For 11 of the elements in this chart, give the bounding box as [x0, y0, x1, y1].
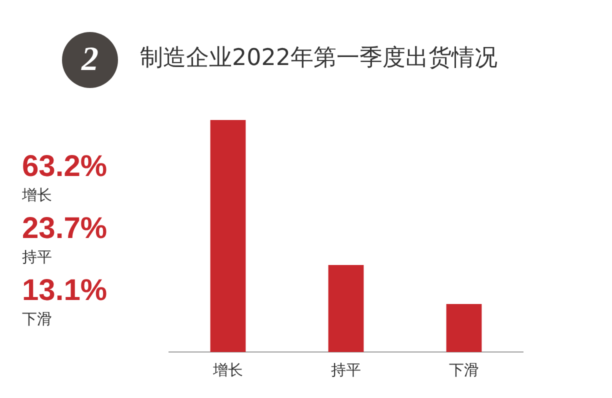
x-tick-label: 增长 — [212, 360, 243, 379]
text: 下滑 — [22, 309, 53, 330]
chart-title: 制造企业2022年第一季度出货情况 — [140, 44, 498, 73]
text: 13.1% — [22, 274, 108, 308]
text: 2 — [62, 32, 118, 88]
text: 63.2% — [22, 150, 108, 184]
text: 23.7% — [22, 212, 108, 246]
x-tick-label: 持平 — [331, 360, 361, 379]
x-tick-label: 下滑 — [449, 360, 479, 379]
text: 增长 — [22, 185, 53, 206]
text: 持平 — [22, 247, 53, 268]
